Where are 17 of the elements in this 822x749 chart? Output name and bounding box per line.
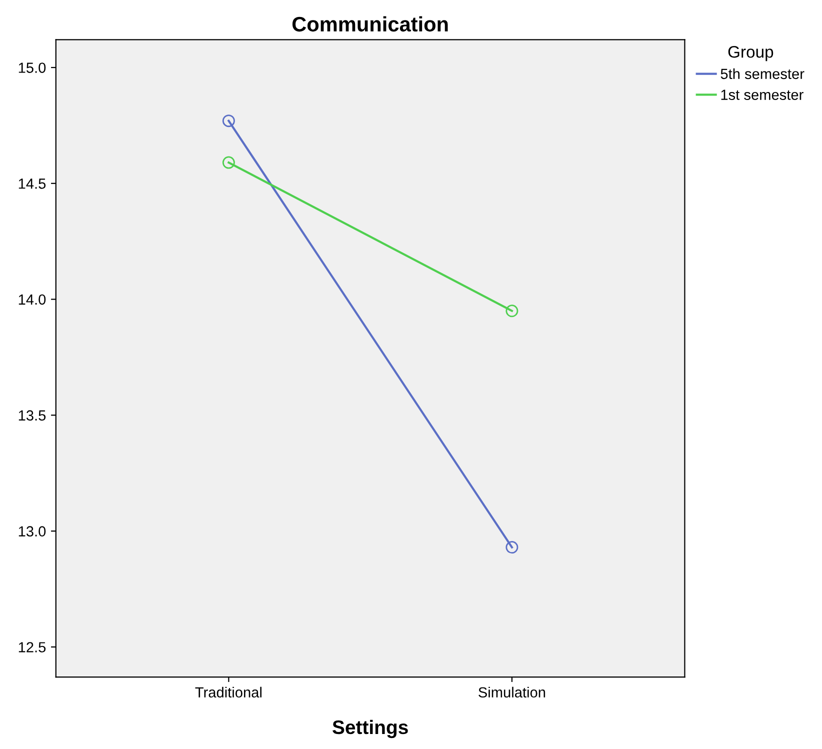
x-tick-label: Traditional <box>195 686 262 698</box>
legend-label: 1st semester <box>721 90 804 100</box>
x-tick-label: Simulation <box>478 686 546 698</box>
x-axis-title: Settings <box>332 720 408 738</box>
y-tick-label: 14.5 <box>18 178 46 189</box>
y-tick-label: 12.5 <box>18 642 46 652</box>
y-tick-label: 15.0 <box>18 62 46 73</box>
legend-title: Group <box>728 46 774 62</box>
point <box>222 156 235 169</box>
y-tick-label: 14.0 <box>18 294 46 305</box>
point <box>506 541 518 554</box>
chart-title: Communication <box>292 16 448 32</box>
point <box>222 114 235 128</box>
y-tick-label: 13.5 <box>18 410 46 421</box>
legend-label: 5th semester <box>720 68 804 80</box>
y-tick-label: 13.0 <box>18 526 46 536</box>
point <box>506 304 518 318</box>
